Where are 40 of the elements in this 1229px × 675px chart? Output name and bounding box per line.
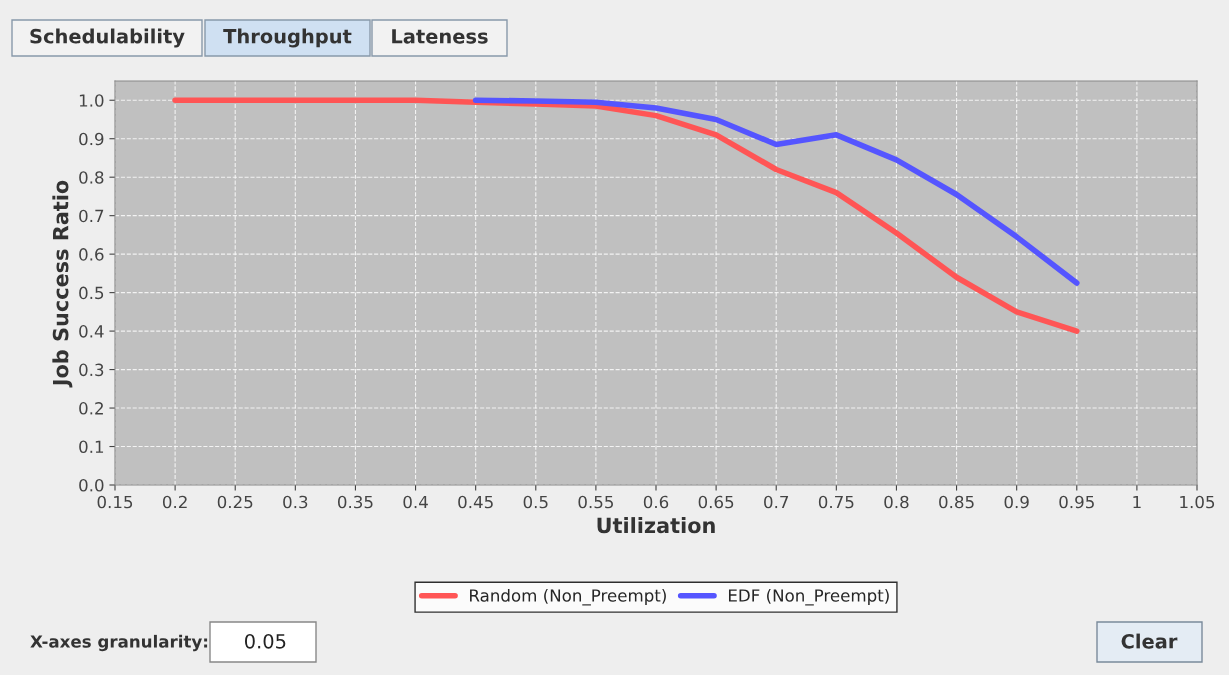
- y-tick-label: 0.6: [79, 248, 104, 261]
- legend-label: Random (Non_Preempt): [470, 588, 666, 606]
- y-tick-label: 0.1: [79, 440, 104, 454]
- y-tick-label: 0.7: [79, 209, 104, 223]
- x-tick-label: 0.25: [217, 495, 253, 509]
- x-tick-label: 0.85: [939, 495, 974, 509]
- x-tick-label: 0.7: [764, 495, 789, 509]
- text: Schedulability: [30, 28, 185, 48]
- y-tick-label: 1.0: [79, 94, 104, 107]
- y-tick-label: 0.8: [79, 171, 104, 184]
- x-tick-label: 1.05: [1180, 495, 1215, 509]
- text: 0.05: [244, 633, 286, 649]
- x-tick-label: 0.4: [403, 495, 428, 509]
- y-tick-label: 0.2: [79, 402, 103, 415]
- x-tick-label: 0.3: [283, 495, 308, 509]
- y-axis-title: Job Success Ratio: [52, 180, 73, 388]
- y-tick-label: 0.4: [79, 325, 104, 338]
- x-tick-label: 0.55: [578, 495, 613, 509]
- x-tick-label: 0.6: [643, 495, 669, 509]
- x-axis-title: Utilization: [597, 517, 715, 534]
- y-tick-label: 0.0: [79, 478, 104, 492]
- text: Lateness: [392, 29, 488, 44]
- y-tick-label: 0.9: [79, 132, 104, 146]
- x-tick-label: 1: [1133, 495, 1141, 509]
- legend-label: EDF (Non_Preempt): [728, 588, 889, 606]
- y-tick-label: 0.5: [79, 286, 104, 300]
- x-tick-label: 0.35: [337, 495, 373, 509]
- x-tick-label: 0.75: [818, 495, 854, 509]
- x-tick-label: 0.2: [162, 495, 187, 509]
- x-tick-label: 0.65: [698, 495, 734, 509]
- x-tick-label: 0.5: [523, 495, 548, 509]
- x-tick-label: 0.15: [97, 495, 133, 509]
- x-tick-label: 0.8: [884, 495, 909, 509]
- x-tick-label: 0.45: [458, 495, 493, 509]
- text: Clear: [1121, 633, 1178, 649]
- text: Throughput: [223, 28, 352, 48]
- x-tick-label: 0.95: [1059, 495, 1094, 509]
- y-tick-label: 0.3: [79, 363, 104, 377]
- text: X-axes granularity:: [30, 634, 208, 652]
- x-tick-label: 0.9: [1004, 495, 1029, 509]
